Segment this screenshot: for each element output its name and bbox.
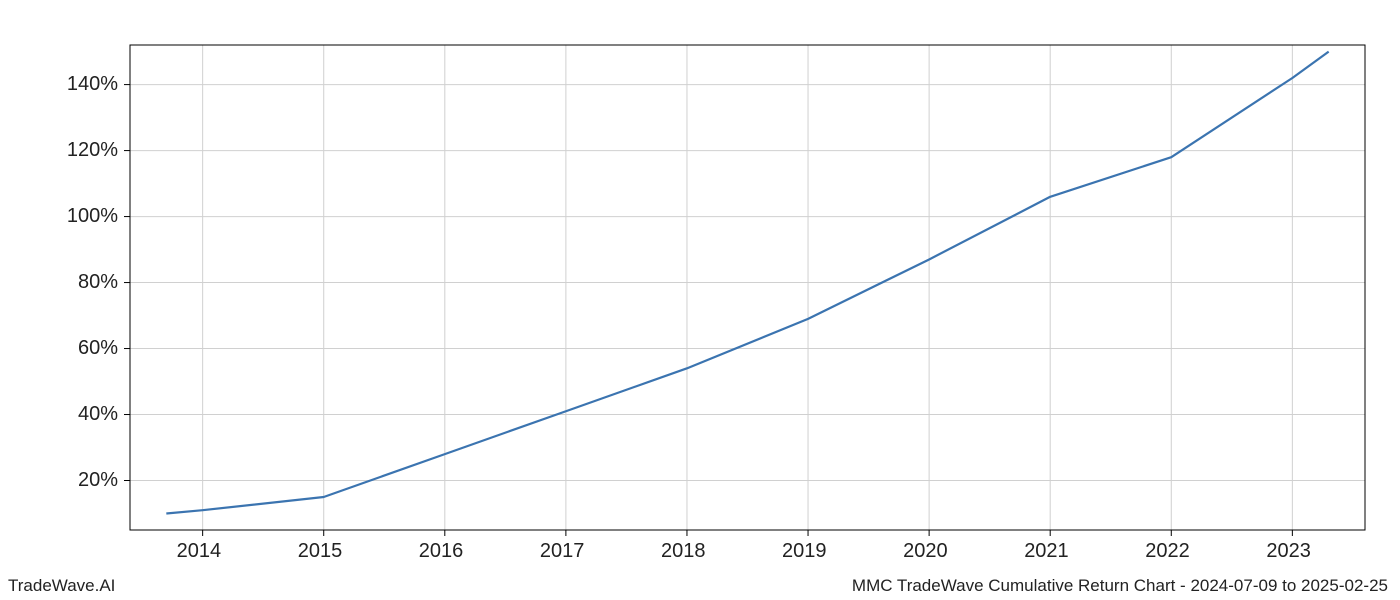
- x-tick-label: 2016: [419, 540, 464, 563]
- x-tick-label: 2017: [540, 540, 585, 563]
- x-tick-label: 2018: [661, 540, 706, 563]
- x-tick-label: 2014: [177, 540, 222, 563]
- x-tick-label: 2021: [1024, 540, 1069, 563]
- y-tick-label: 20%: [78, 469, 118, 492]
- x-tick-label: 2015: [298, 540, 343, 563]
- y-tick-label: 100%: [67, 205, 118, 228]
- x-tick-label: 2022: [1145, 540, 1190, 563]
- x-tick-label: 2019: [782, 540, 827, 563]
- footer-left-branding: TradeWave.AI: [8, 576, 115, 596]
- chart-container: 20% 40% 60% 80% 100% 120% 140% 2014 2015 2016 201…: [0, 0, 1400, 600]
- y-tick-label: 140%: [67, 73, 118, 96]
- y-tick-label: 40%: [78, 403, 118, 426]
- footer-right-caption: MMC TradeWave Cumulative Return Chart - …: [852, 576, 1388, 596]
- y-tick-label: 80%: [78, 271, 118, 294]
- y-tick-label: 120%: [67, 139, 118, 162]
- x-tick-label: 2020: [903, 540, 948, 563]
- line-chart: [0, 0, 1400, 600]
- x-tick-label: 2023: [1266, 540, 1311, 563]
- y-tick-label: 60%: [78, 337, 118, 360]
